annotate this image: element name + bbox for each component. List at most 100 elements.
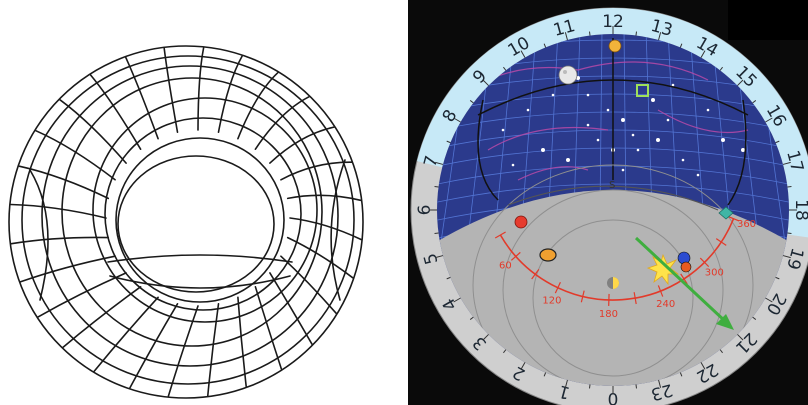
hour-label-0: 0: [608, 388, 619, 405]
wire-spoke: [93, 296, 159, 373]
star: [501, 128, 505, 132]
hour-tick: [737, 334, 744, 341]
constellation-line: [487, 126, 609, 151]
wire-hole-band: [107, 254, 293, 263]
star: [651, 98, 655, 102]
wire-spoke: [129, 303, 179, 389]
hour-tick: [775, 140, 780, 144]
wire-spoke: [280, 255, 337, 315]
reference-lines: [477, 38, 749, 206]
wire-spoke: [62, 286, 142, 348]
star: [681, 158, 685, 162]
right-planisphere-figure: S 60 120 180 240 300 360 12 13 14 15 16 17 18 19 20 21 22…: [408, 0, 808, 405]
star: [706, 108, 710, 112]
hour-tick: [564, 32, 568, 41]
wire-outer-ring: [21, 55, 355, 385]
wire-spoke: [217, 55, 243, 133]
hour-tick: [658, 32, 662, 41]
star: [666, 118, 670, 122]
azimuth-line: [727, 99, 747, 206]
star: [566, 158, 570, 162]
wire-spoke: [197, 47, 205, 131]
corner-shadow: [728, 0, 808, 40]
mars-icon: [680, 261, 692, 273]
hour-tick: [782, 255, 791, 259]
left-wireframe-figure: [8, 45, 364, 399]
star: [596, 138, 600, 142]
hour-tick: [564, 379, 568, 388]
wireframe-net-svg: [8, 45, 364, 399]
wire-spoke: [207, 303, 220, 397]
hour-tick: [679, 43, 683, 48]
hour-label-7: 7: [420, 154, 442, 170]
hour-tick: [520, 362, 526, 370]
ecliptic-tick: [727, 215, 740, 222]
moon-icon: [558, 65, 578, 85]
star: [656, 138, 660, 142]
wire-spoke: [18, 165, 110, 200]
star: [586, 93, 590, 97]
wire-longitude: [29, 169, 49, 301]
hour-label-1: 1: [557, 381, 573, 403]
star: [696, 173, 700, 177]
ecliptic-tick: [510, 251, 521, 261]
horizon-ring: [532, 219, 694, 377]
hour-tick: [435, 255, 444, 259]
wire-spoke: [269, 126, 335, 164]
star: [511, 163, 515, 167]
wire-spoke: [37, 272, 127, 318]
arrow-shaft: [634, 236, 728, 324]
hour-tick: [446, 140, 451, 144]
ecliptic-tick: [657, 285, 664, 297]
hour-tick: [700, 362, 706, 370]
ecliptic-tick: [554, 282, 561, 294]
wire-outer-ring: [41, 65, 339, 367]
wire-spoke: [35, 129, 116, 181]
horizon-ring: [502, 189, 724, 386]
wire-spoke: [237, 71, 279, 140]
hour-tick: [765, 117, 773, 123]
wire-spoke: [286, 236, 354, 279]
star: [671, 83, 675, 87]
hour-tick: [775, 276, 780, 280]
wire-inner-ring: [104, 117, 302, 311]
hour-tick: [453, 117, 461, 123]
wire-spoke: [125, 56, 159, 140]
mars-icon: [514, 215, 528, 229]
hour-label-12: 12: [602, 12, 624, 32]
hour-label-18: 18: [791, 199, 808, 221]
hour-tick: [719, 66, 723, 71]
altitude-circle: [477, 79, 749, 116]
star: [606, 108, 610, 112]
wire-spoke: [254, 286, 283, 370]
constellation-lines: [467, 61, 749, 181]
hour-tick: [543, 372, 547, 377]
hour-tick: [787, 232, 792, 234]
jupiter-icon: [539, 248, 557, 262]
hour-tick: [589, 384, 591, 389]
ecliptic-arc: [499, 218, 735, 301]
ecliptic-label: 120: [542, 295, 561, 306]
wire-inner-ring: [115, 137, 285, 303]
wire-spoke: [59, 99, 127, 164]
wire-spoke: [269, 272, 313, 345]
star: [586, 123, 590, 127]
wire-spoke: [10, 203, 107, 219]
horizon-line: [507, 185, 719, 211]
wire-spoke: [167, 305, 199, 397]
hour-tick: [679, 372, 683, 377]
hour-tick: [658, 379, 662, 388]
hour-tick: [453, 297, 461, 303]
constellation-line: [467, 61, 709, 91]
hour-tick: [765, 297, 773, 303]
hour-tick: [434, 232, 439, 234]
hour-tick: [589, 31, 591, 36]
wire-spoke: [289, 217, 362, 241]
hour-tick: [543, 43, 547, 48]
direction-arrow: [634, 236, 734, 330]
hour-tick: [469, 316, 474, 320]
star: [551, 93, 555, 97]
ecliptic-tick: [680, 273, 688, 285]
ecliptic-tick: [580, 290, 585, 303]
wire-spoke: [163, 47, 179, 133]
